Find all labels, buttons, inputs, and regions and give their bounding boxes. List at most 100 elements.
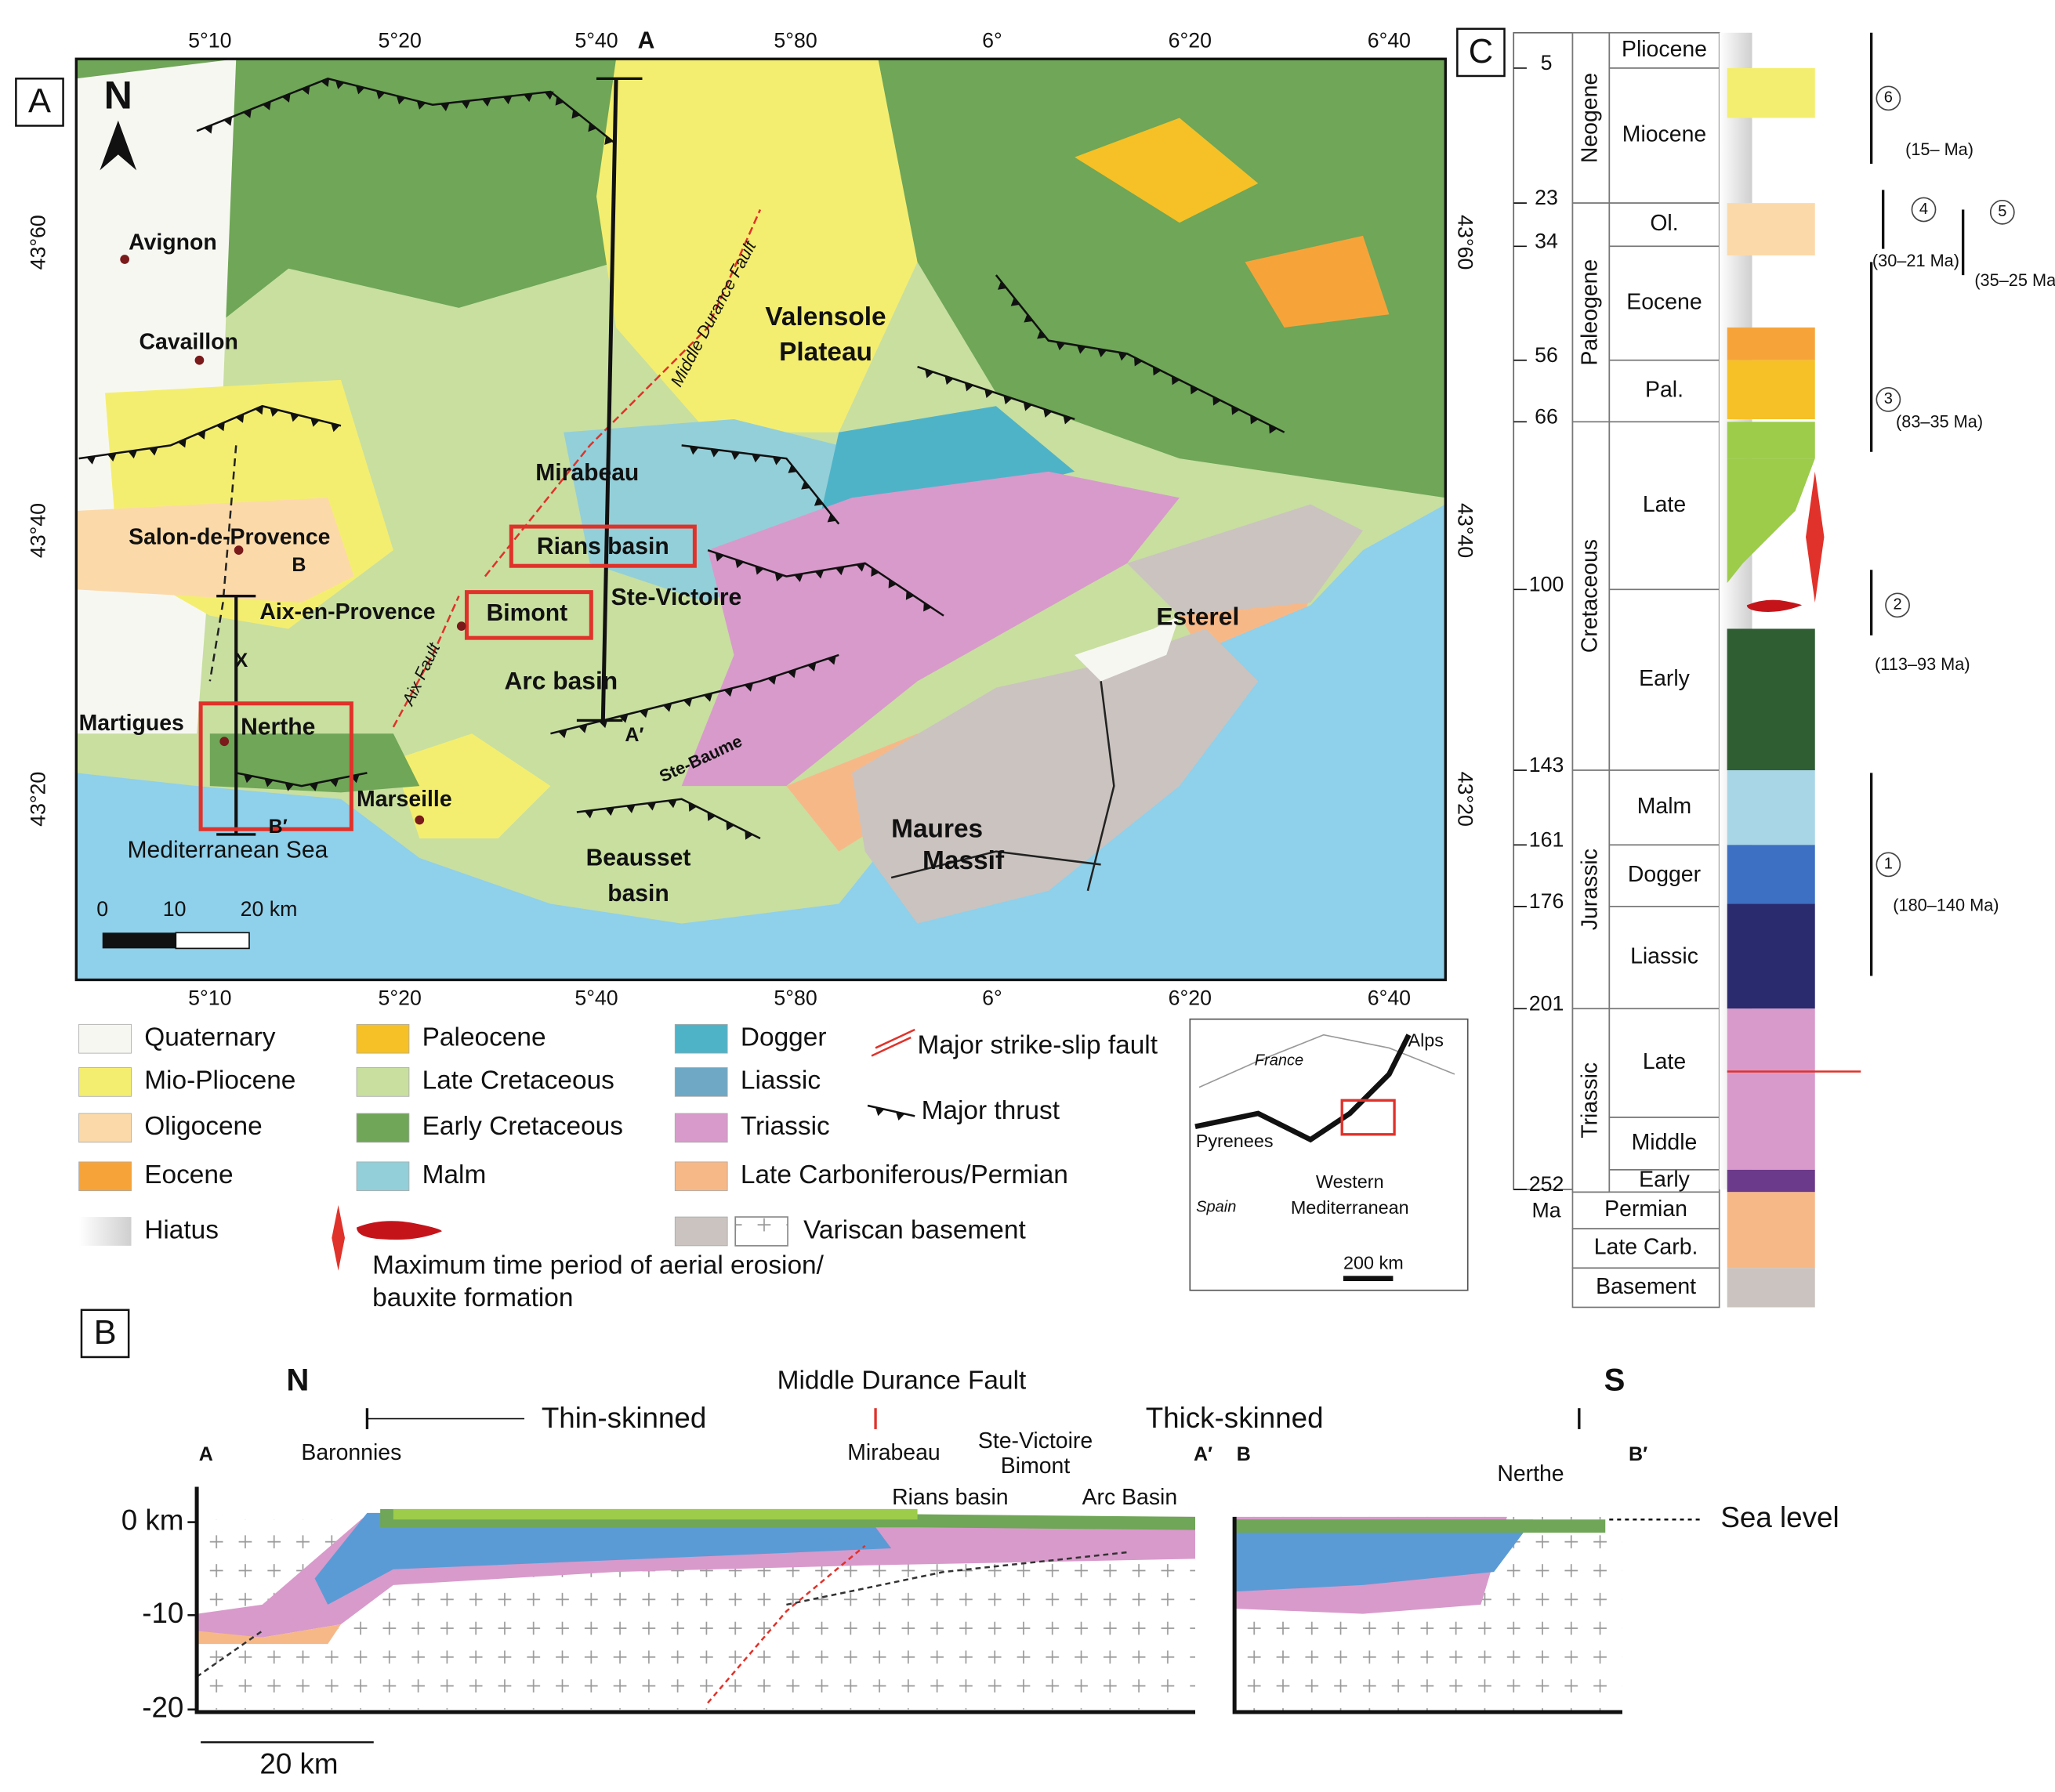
highlight-box [198,701,353,831]
thrust-tooth [1190,385,1199,395]
epoch-label: Ol. [1650,211,1678,236]
thrust-tooth [1043,408,1053,418]
detachment [786,1551,1128,1606]
thrust-tooth [730,451,741,460]
section-end-label: A′ [625,724,643,746]
period-label: Triassic [1577,1063,1602,1139]
lithology [1727,458,1815,583]
thrust-tooth [244,774,253,784]
epoch-cell [1608,245,1720,361]
thrust-tooth [1134,357,1143,367]
legend-label: Paleocene [422,1023,546,1052]
thrust-tooth [396,96,406,105]
lithology [1727,422,1815,459]
thrust-tooth [1250,415,1259,425]
thrust-tooth [814,570,825,579]
legend-label: Quaternary [144,1023,275,1052]
thrust-tooth [964,382,973,392]
event-number: 3 [1884,390,1893,407]
thrust-tooth [689,446,699,455]
city-dot [456,621,466,631]
thrust-tooth [86,456,96,465]
age-unit: Ma [1531,1198,1560,1222]
epoch-cell [1608,1008,1720,1118]
place-label: Nerthe [241,714,315,740]
legend-swatch [674,1067,728,1097]
age-label: 66 [1535,404,1558,428]
age-label: 56 [1535,343,1558,367]
axis [1232,1516,1622,1714]
city-label: Avignon [129,230,217,255]
thrust-tooth [223,117,233,126]
event-label: (83–35 Ma) [1896,412,1983,432]
thrust-tooth [625,805,636,813]
thrust-tooth [107,453,117,462]
thrust-tooth [1024,313,1033,323]
strike-slip-symbol [875,1028,915,1049]
longitude-label: 6° [982,29,1002,52]
legend-swatch [356,1067,410,1097]
epoch-label: Dogger [1628,862,1701,887]
period-label: Cretaceous [1577,539,1602,653]
event-label: (15– Ma) [1905,139,1973,159]
thrust-tooth [482,98,491,107]
thrust-tooth [640,708,649,719]
strike-slip-symbol [871,1036,912,1057]
thrust [78,404,342,460]
lithology [1727,67,1815,118]
thrust-tooth [461,100,471,110]
legend-label: Malm [422,1160,487,1189]
section-point: A [199,1443,213,1465]
thrust-tooth [524,93,533,103]
sea-level-label: Sea level [1720,1501,1839,1533]
geology-unit [393,733,551,838]
thrust-tooth [871,567,879,577]
thrust-tooth [264,778,274,787]
longitude-label: 5°20 [379,987,422,1010]
legend-swatch [78,1217,132,1246]
thrust-tooth [604,136,614,145]
legend-swatch [356,1161,410,1192]
lithology [1727,1192,1815,1269]
epoch-cell [1608,421,1720,591]
epoch-label: Pal. [1645,378,1684,403]
thrust-tooth [558,729,567,739]
city-dot [219,737,230,747]
age-label: 100 [1529,572,1564,596]
thrust-tooth [255,405,263,415]
section-place: Ste-Victoire [978,1428,1093,1454]
age-label: 5 [1541,51,1553,74]
thrust-tooth [688,802,698,812]
longitude-label: 5°10 [188,29,231,52]
longitude-label: 6°20 [1169,29,1212,52]
latitude-label: 43°60 [1454,215,1477,270]
thrust-tooth [944,375,954,386]
section-end: S [1604,1362,1626,1397]
highlight-box [509,524,697,568]
thrust-tooth [925,369,934,378]
section-point: B′ [1629,1443,1647,1465]
thrust-tooth [827,656,836,665]
legend-swatch [674,1216,728,1247]
thrust-tooth [1077,345,1086,354]
legend-swatch [356,1113,410,1143]
legend-label: Early Cretaceous [422,1112,623,1141]
maures-fault [1086,681,1115,892]
panel-label-box [1456,27,1506,78]
thrust-tooth [335,80,345,89]
thrust-tooth [1269,424,1278,434]
epoch-label: Late [1643,492,1686,517]
thrust [196,77,617,145]
epoch-label: Malm [1637,794,1691,819]
legend-label: Liassic [741,1066,821,1095]
thrust-tooth [997,281,1007,290]
longitude-label: 5°40 [574,29,618,52]
section-place: Mirabeau [847,1440,940,1465]
depth-label: 0 km [121,1504,184,1536]
erosion-symbol [357,1221,442,1240]
thrust-tooth [605,807,615,816]
bauxite [1746,599,1803,612]
age-label: 201 [1529,991,1564,1015]
section-end: N [286,1362,309,1397]
thrust-tooth [502,96,513,105]
